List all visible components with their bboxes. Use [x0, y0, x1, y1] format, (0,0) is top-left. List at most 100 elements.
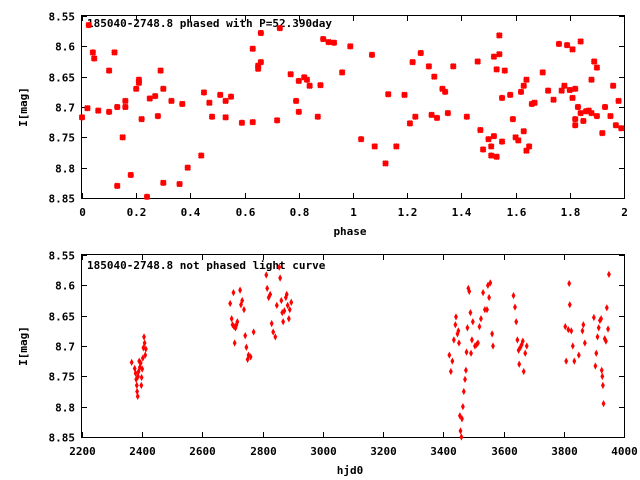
x-tick-label: 0.2 — [127, 206, 147, 219]
data-point — [184, 164, 191, 171]
data-point — [490, 330, 495, 338]
x-tick-label: 0.6 — [236, 206, 256, 219]
data-point — [217, 91, 224, 99]
data-point — [498, 94, 506, 102]
data-point — [338, 69, 346, 76]
data-point — [567, 301, 572, 309]
data-point — [463, 366, 468, 374]
x-tick-label: 3200 — [370, 445, 397, 458]
data-point — [563, 322, 568, 331]
data-point — [564, 357, 569, 365]
y-tick-label: 8.65 — [49, 311, 76, 324]
x-tick-label: 1.8 — [561, 206, 581, 219]
data-point — [606, 325, 610, 333]
data-point — [441, 88, 449, 96]
y-tick-label: 8.55 — [49, 250, 76, 263]
data-point — [572, 85, 579, 93]
data-point — [601, 103, 609, 111]
data-point — [140, 354, 145, 362]
x-tick-label: 0 — [79, 206, 86, 219]
data-point — [600, 372, 605, 380]
data-point — [265, 284, 270, 293]
data-point — [577, 109, 584, 117]
data-point — [278, 274, 283, 282]
data-point — [511, 292, 516, 300]
data-point — [539, 69, 546, 76]
data-point — [588, 109, 595, 117]
data-point — [157, 67, 164, 74]
y-tick-label: 8.85 — [49, 193, 76, 206]
data-point — [493, 66, 500, 73]
x-tick-label: 1 — [350, 206, 357, 219]
data-point — [528, 100, 536, 108]
data-point — [143, 193, 151, 200]
data-point — [325, 38, 332, 46]
data-point — [431, 73, 438, 80]
x-tick-label: 3000 — [310, 445, 337, 458]
x-tick-label: 2600 — [189, 445, 216, 458]
data-point — [286, 315, 291, 323]
data-point — [555, 40, 563, 48]
data-point — [444, 109, 452, 117]
data-point — [525, 143, 533, 150]
data-point — [135, 387, 140, 396]
data-point — [371, 143, 378, 150]
data-point — [485, 281, 490, 289]
data-point — [227, 93, 235, 100]
data-point — [485, 135, 492, 143]
data-point — [572, 121, 579, 129]
data-point — [129, 358, 134, 367]
data-point — [572, 115, 579, 123]
data-point — [269, 319, 274, 328]
data-point — [231, 288, 236, 297]
data-point — [111, 49, 118, 56]
data-points — [78, 21, 625, 200]
data-point — [295, 108, 303, 116]
data-point — [487, 293, 492, 302]
data-point — [569, 94, 576, 102]
data-point — [105, 67, 113, 74]
data-point — [572, 357, 577, 365]
data-point — [274, 301, 279, 309]
data-point — [581, 321, 586, 329]
data-point — [607, 270, 611, 279]
data-point — [459, 433, 464, 441]
x-tick-label: 3600 — [491, 445, 518, 458]
data-point — [135, 79, 143, 86]
data-point — [232, 339, 237, 347]
data-point — [425, 63, 433, 70]
data-point — [78, 114, 86, 121]
data-point — [273, 117, 281, 124]
data-point — [151, 92, 159, 100]
data-point — [517, 360, 522, 368]
data-point — [469, 336, 474, 344]
data-point — [168, 97, 175, 105]
data-point — [594, 349, 599, 357]
data-point — [140, 365, 145, 373]
data-point — [406, 120, 414, 127]
data-point — [282, 307, 287, 315]
data-point — [85, 21, 92, 29]
data-point — [248, 353, 253, 361]
data-point — [585, 107, 592, 114]
data-point — [133, 369, 138, 377]
data-point — [412, 113, 419, 120]
data-point — [517, 88, 525, 96]
data-point — [90, 55, 98, 62]
data-point — [488, 152, 495, 159]
data-point — [464, 348, 469, 356]
x-tick-label: 3400 — [430, 445, 457, 458]
plot-title: 185040-2748.8 not phased light curve — [87, 259, 326, 272]
data-point — [137, 357, 142, 365]
data-point — [271, 328, 276, 336]
data-point — [208, 113, 216, 120]
data-point — [591, 313, 596, 322]
data-point — [601, 399, 606, 408]
data-point — [593, 362, 598, 370]
data-point — [567, 279, 572, 288]
y-tick-label: 8.6 — [55, 41, 75, 54]
data-point — [368, 51, 376, 59]
data-point — [596, 324, 601, 332]
data-point — [330, 39, 338, 46]
